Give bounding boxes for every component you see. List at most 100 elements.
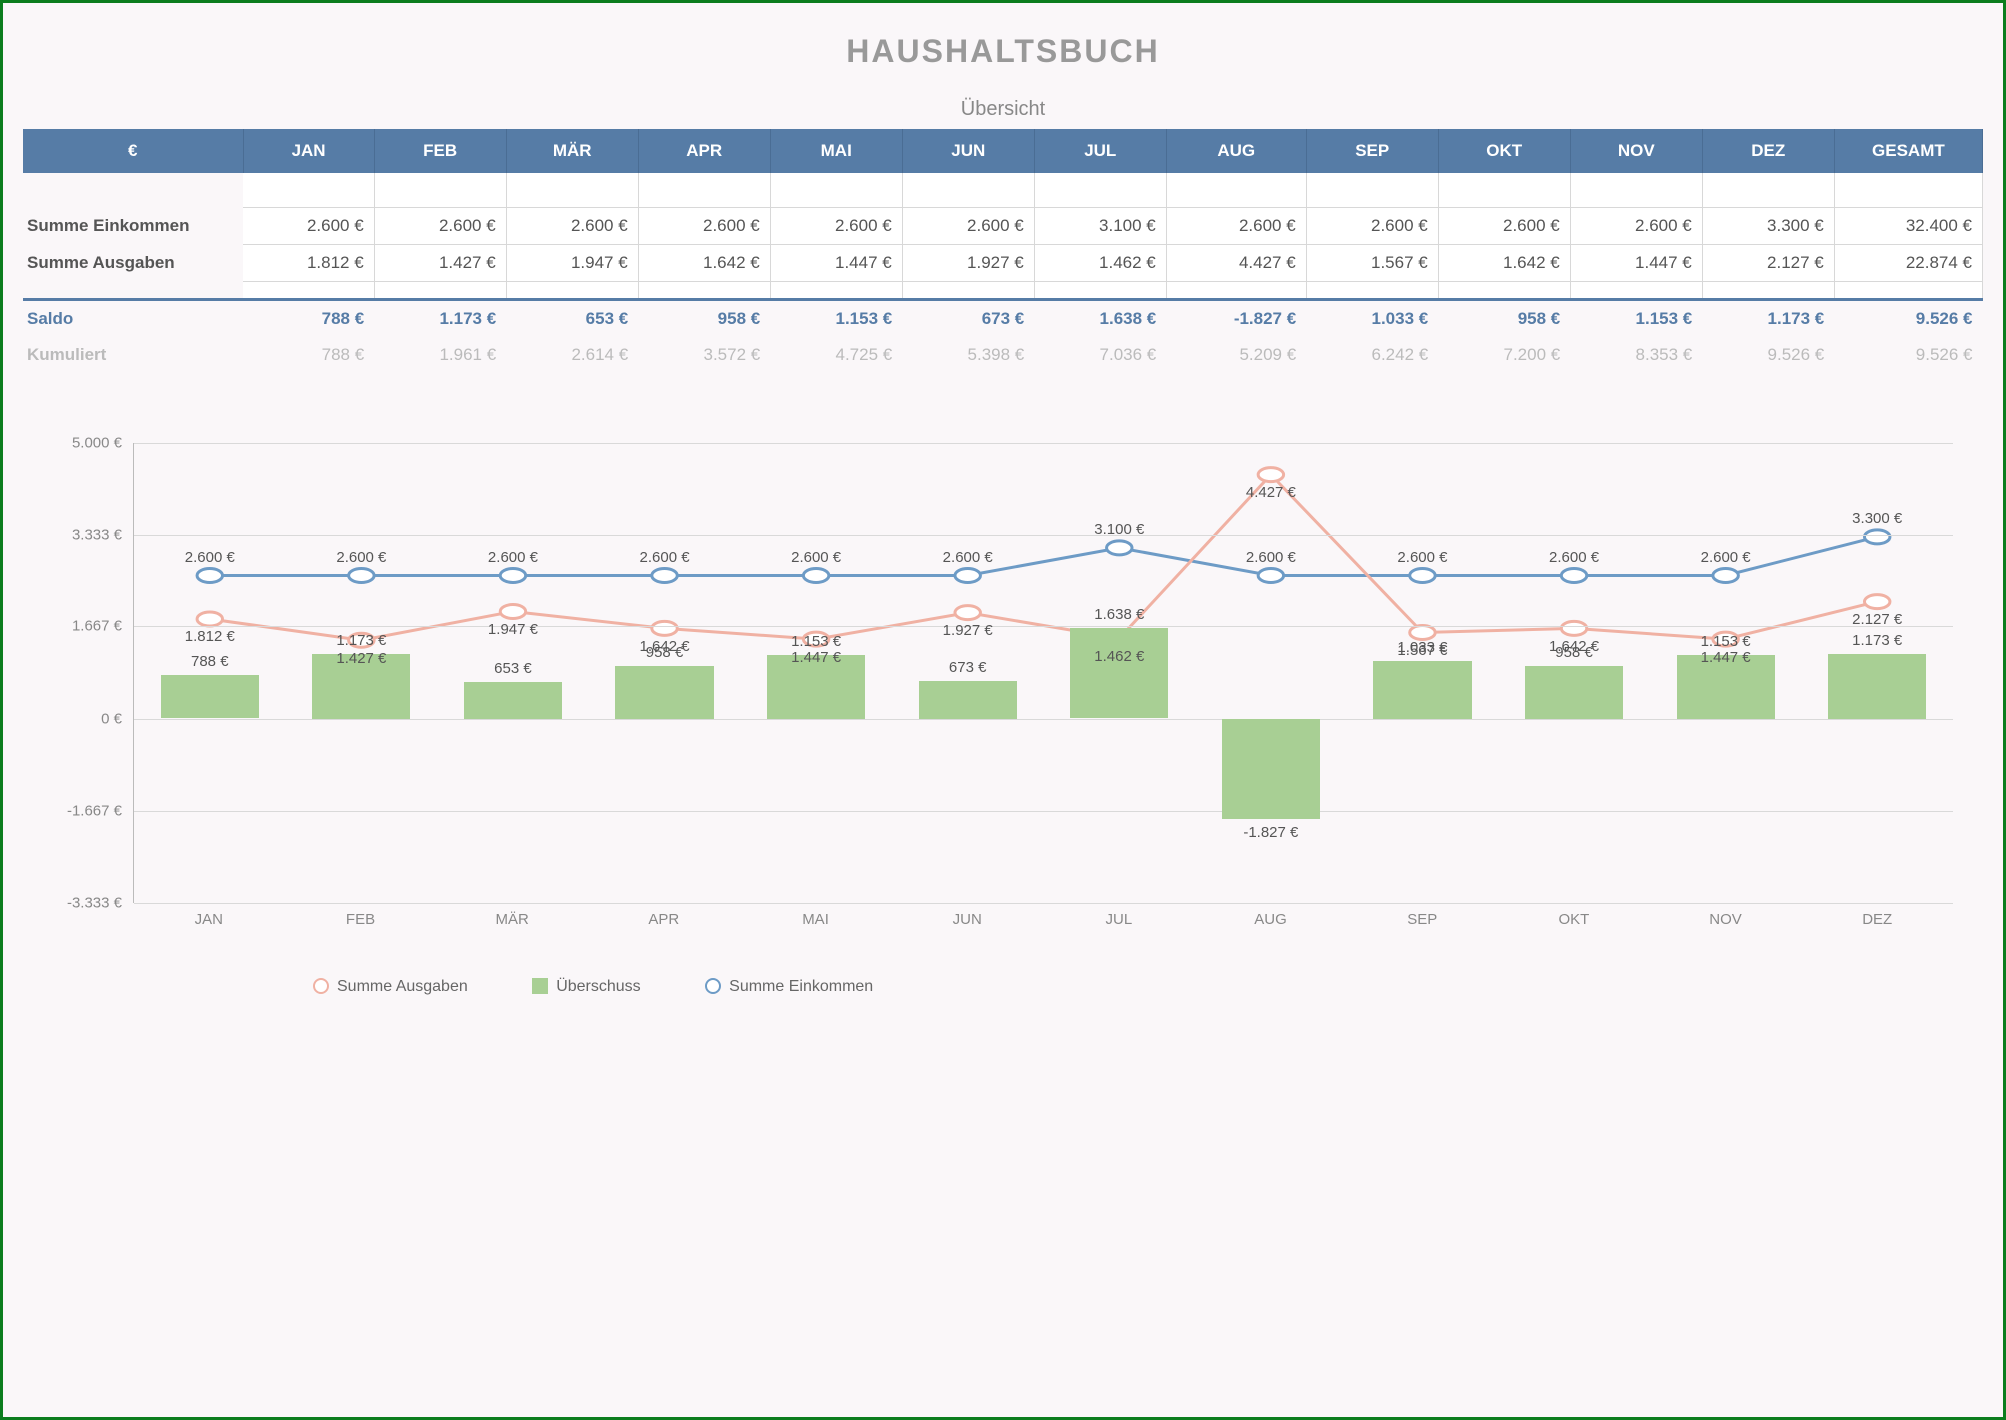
- x-axis-label: OKT: [1498, 911, 1650, 928]
- cell: 2.614 €: [506, 337, 638, 373]
- einkommen-marker: [652, 568, 677, 582]
- col-JUN: JUN: [902, 129, 1034, 173]
- summary-table: €JANFEBMÄRAPRMAIJUNJULAUGSEPOKTNOVDEZGES…: [23, 129, 1983, 373]
- cell: 2.127 €: [1702, 244, 1834, 281]
- ausgaben-line: [210, 474, 1877, 640]
- cell: 2.600 €: [638, 207, 770, 244]
- cell: 1.927 €: [902, 244, 1034, 281]
- cell: 1.638 €: [1034, 299, 1166, 337]
- col-currency: €: [23, 129, 243, 173]
- col-JAN: JAN: [243, 129, 374, 173]
- cell: 653 €: [506, 299, 638, 337]
- bar-label: 958 €: [1525, 644, 1623, 661]
- bar-saldo: 1.033 €: [1373, 661, 1471, 718]
- gridline: [134, 719, 1953, 720]
- row-ausgaben: Summe Ausgaben1.812 €1.427 €1.947 €1.642…: [23, 244, 1983, 281]
- col-APR: APR: [638, 129, 770, 173]
- y-axis-label: 0 €: [101, 710, 122, 727]
- cell: 1.153 €: [1570, 299, 1702, 337]
- ausgaben-marker: [1864, 594, 1889, 608]
- bar-label: 1.033 €: [1373, 639, 1471, 656]
- bar-label: -1.827 €: [1222, 824, 1320, 841]
- y-axis-label: 3.333 €: [72, 526, 122, 543]
- cell: 1.447 €: [1570, 244, 1702, 281]
- legend-ausgaben: Summe Ausgaben: [337, 978, 468, 995]
- cell-total: 32.400 €: [1834, 207, 1982, 244]
- cell-total: 9.526 €: [1834, 299, 1982, 337]
- cell: 2.600 €: [1166, 207, 1306, 244]
- cell: 7.036 €: [1034, 337, 1166, 373]
- cell: 1.462 €: [1034, 244, 1166, 281]
- cell: 1.812 €: [243, 244, 374, 281]
- cell: 1.567 €: [1306, 244, 1438, 281]
- ausgaben-marker: [1258, 467, 1283, 481]
- x-axis-label: AUG: [1195, 911, 1347, 928]
- col-SEP: SEP: [1306, 129, 1438, 173]
- bar-saldo: -1.827 €: [1222, 719, 1320, 820]
- x-axis-label: JAN: [133, 911, 285, 928]
- col-OKT: OKT: [1438, 129, 1570, 173]
- ausgaben-marker: [1561, 621, 1586, 635]
- x-axis-label: MÄR: [436, 911, 588, 928]
- x-axis-label: JUL: [1043, 911, 1195, 928]
- einkommen-marker: [1561, 568, 1586, 582]
- col-FEB: FEB: [374, 129, 506, 173]
- bar-saldo: 653 €: [464, 682, 562, 718]
- bar-label: 673 €: [919, 659, 1017, 676]
- y-axis-label: 5.000 €: [72, 434, 122, 451]
- x-axis-label: JUN: [891, 911, 1043, 928]
- cell: -1.827 €: [1166, 299, 1306, 337]
- cell: 7.200 €: [1438, 337, 1570, 373]
- x-axis-label: SEP: [1346, 911, 1498, 928]
- cell: 6.242 €: [1306, 337, 1438, 373]
- cell: 1.153 €: [770, 299, 902, 337]
- page-title: HAUSHALTSBUCH: [23, 33, 1983, 70]
- col-total: GESAMT: [1834, 129, 1982, 173]
- cell: 8.353 €: [1570, 337, 1702, 373]
- bar-label: 958 €: [615, 644, 713, 661]
- cell: 1.642 €: [1438, 244, 1570, 281]
- einkommen-marker: [803, 568, 828, 582]
- legend-ueberschuss: Überschuss: [556, 978, 640, 995]
- chart: -3.333 €-1.667 €0 €1.667 €3.333 €5.000 €…: [23, 443, 1983, 1023]
- cell: 2.600 €: [902, 207, 1034, 244]
- x-axis-label: MAI: [740, 911, 892, 928]
- cell: 3.100 €: [1034, 207, 1166, 244]
- legend: Summe Ausgaben Überschuss Summe Einkomme…: [133, 978, 1953, 996]
- einkommen-marker: [500, 568, 525, 582]
- gridline: [134, 535, 1953, 536]
- bar-label: 788 €: [161, 653, 259, 670]
- bar-saldo: 788 €: [161, 675, 259, 718]
- cell: 5.209 €: [1166, 337, 1306, 373]
- cell: 2.600 €: [1438, 207, 1570, 244]
- gridline: [134, 443, 1953, 444]
- bar-label: 1.153 €: [767, 633, 865, 650]
- cell: 1.173 €: [1702, 299, 1834, 337]
- y-axis-label: 1.667 €: [72, 618, 122, 635]
- bar-label: 1.638 €: [1070, 606, 1168, 623]
- x-axis-label: NOV: [1650, 911, 1802, 928]
- einkommen-marker: [955, 568, 980, 582]
- cell: 1.947 €: [506, 244, 638, 281]
- cell: 2.600 €: [506, 207, 638, 244]
- row-einkommen: Summe Einkommen2.600 €2.600 €2.600 €2.60…: [23, 207, 1983, 244]
- einkommen-marker: [197, 568, 222, 582]
- cell: 1.427 €: [374, 244, 506, 281]
- cell: 1.033 €: [1306, 299, 1438, 337]
- bar-saldo: 673 €: [919, 681, 1017, 718]
- cell: 3.572 €: [638, 337, 770, 373]
- cell: 2.600 €: [770, 207, 902, 244]
- cell: 788 €: [243, 299, 374, 337]
- y-axis-label: -1.667 €: [67, 802, 122, 819]
- einkommen-marker: [1713, 568, 1738, 582]
- bar-saldo: 958 €: [1525, 666, 1623, 719]
- ausgaben-marker: [197, 611, 222, 625]
- cell: 2.600 €: [1570, 207, 1702, 244]
- einkommen-marker: [1410, 568, 1435, 582]
- cell: 788 €: [243, 337, 374, 373]
- cell: 2.600 €: [243, 207, 374, 244]
- ausgaben-marker: [955, 605, 980, 619]
- x-axis-label: FEB: [285, 911, 437, 928]
- einkommen-marker: [1258, 568, 1283, 582]
- cell: 1.447 €: [770, 244, 902, 281]
